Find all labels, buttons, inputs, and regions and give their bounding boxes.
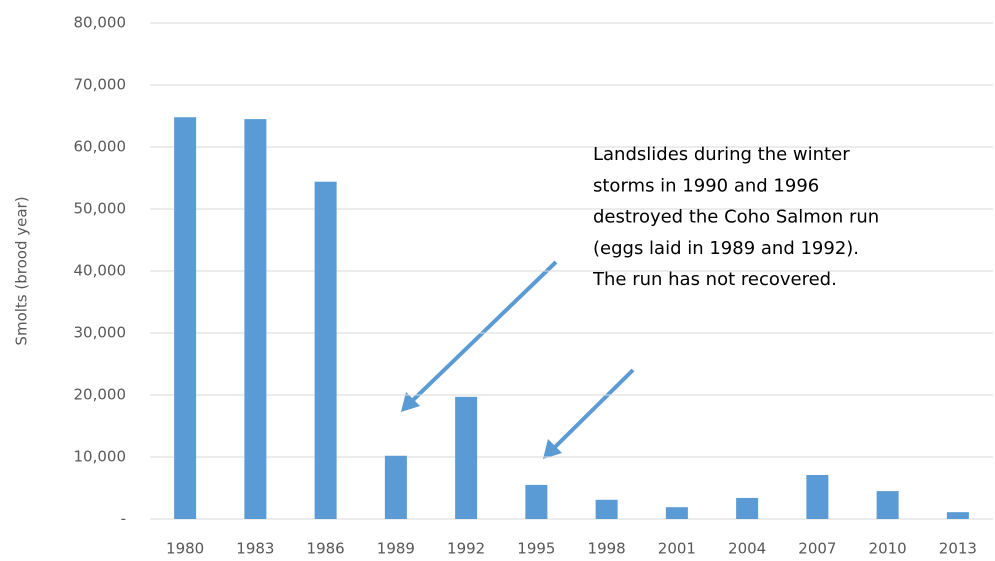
bar [314,181,337,519]
y-tick-label: 30,000 [74,324,127,342]
x-tick-label: 1998 [588,540,626,558]
bar [244,119,267,519]
bar [455,396,478,519]
annotation-line: The run has not recovered. [592,269,837,290]
x-tick-label: 1980 [166,540,204,558]
y-tick-label: 50,000 [74,200,127,218]
annotation-line: storms in 1990 and 1996 [593,175,819,196]
bar [736,497,759,519]
x-tick-label: 1983 [236,540,274,558]
y-axis-title: Smolts (brood year) [13,196,31,345]
x-tick-label: 1989 [377,540,415,558]
bar [806,474,829,519]
arrow-head [543,439,562,459]
y-tick-label: 70,000 [74,76,127,94]
x-tick-label: 2013 [939,540,977,558]
x-tick-label: 2004 [728,540,766,558]
x-tick-label: 2010 [869,540,907,558]
annotation-line: (eggs laid in 1989 and 1992). [593,238,859,259]
bar [174,117,197,520]
x-tick-label: 2007 [798,540,836,558]
y-tick-label: 60,000 [74,138,127,156]
annotation-arrows [401,260,635,459]
x-tick-label: 1986 [307,540,345,558]
bar [384,455,407,519]
y-tick-label: - [121,510,126,528]
x-tick-label: 1992 [447,540,485,558]
arrow [550,368,635,452]
bar [595,499,618,519]
y-tick-label: 40,000 [74,262,127,280]
x-tick-label: 1995 [517,540,555,558]
bar [946,512,969,519]
y-tick-label: 80,000 [74,14,127,32]
bar [876,491,899,519]
annotation-line: Landslides during the winter [593,144,850,165]
x-tick-label: 2001 [658,540,696,558]
bar [665,507,688,519]
y-tick-label: 10,000 [74,448,127,466]
arrow-head [401,392,420,412]
bar [525,484,548,519]
annotation-line: destroyed the Coho Salmon run [593,207,879,228]
y-tick-label: 20,000 [74,386,127,404]
